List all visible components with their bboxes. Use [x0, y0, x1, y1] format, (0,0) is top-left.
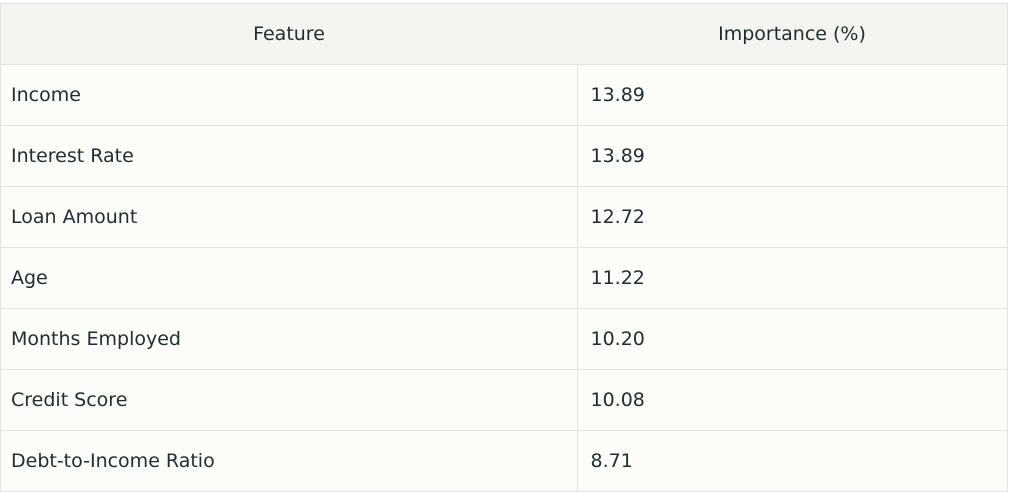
importance-cell: 12.72: [576, 186, 1007, 248]
header-importance: Importance (%): [577, 4, 1007, 65]
feature-importance-table-container: Feature Importance (%) Income 13.89 Inte…: [0, 3, 1008, 492]
importance-cell: 10.20: [576, 308, 1007, 370]
importance-cell: 13.89: [576, 64, 1007, 126]
feature-cell: Age: [1, 247, 577, 309]
feature-cell: Debt-to-Income Ratio: [11, 450, 215, 472]
importance-cell: 10.08: [576, 369, 1007, 431]
table-row: Debt-to-Income Ratio 8.71: [1, 430, 1007, 491]
feature-cell: Loan Amount: [1, 186, 577, 248]
table-row: Loan Amount 12.72: [1, 186, 1007, 248]
feature-cell: Credit Score: [1, 369, 577, 431]
table-row: Interest Rate 13.89: [1, 125, 1007, 187]
feature-importance-table: Feature Importance (%) Income 13.89 Inte…: [1, 4, 1007, 491]
importance-cell: 13.89: [576, 125, 1007, 187]
header-row: Feature Importance (%): [1, 4, 1007, 65]
feature-cell: Income: [1, 64, 577, 126]
table-header: Feature Importance (%): [1, 4, 1007, 65]
table-row: Credit Score 10.08: [1, 369, 1007, 431]
feature-cell: Interest Rate: [1, 125, 577, 187]
table-row: Months Employed 10.20: [1, 308, 1007, 370]
header-feature: Feature: [1, 4, 577, 65]
table-row: Income 13.89: [1, 64, 1007, 126]
importance-cell: 8.71: [576, 430, 1007, 491]
feature-cell: Months Employed: [1, 308, 577, 370]
importance-cell: 11.22: [576, 247, 1007, 309]
table-row: Age 11.22: [1, 247, 1007, 309]
table-body: Income 13.89 Interest Rate 13.89 Loan Am…: [1, 64, 1007, 491]
